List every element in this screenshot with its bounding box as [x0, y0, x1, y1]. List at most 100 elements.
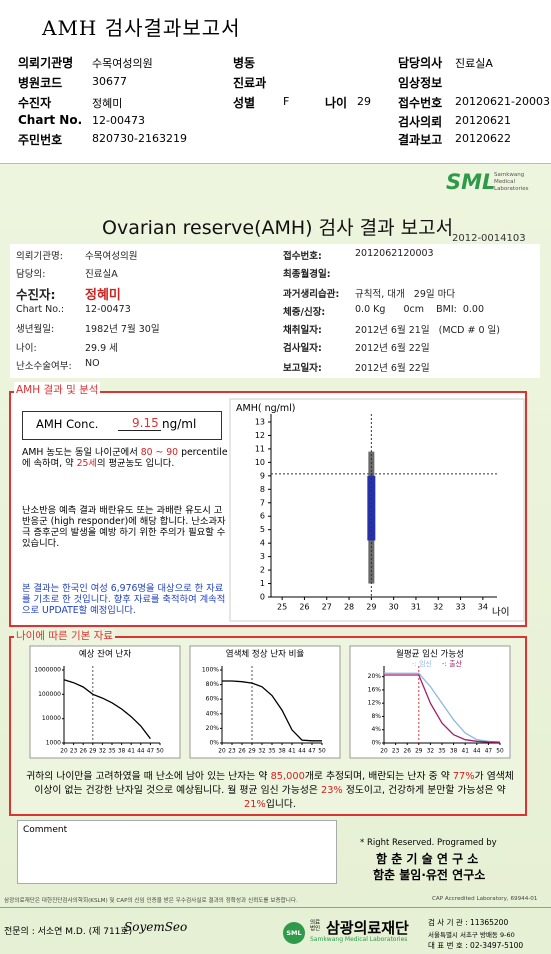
y-tick-label: 2 [260, 566, 265, 575]
field-value: 2012년 6월 22일 [355, 343, 430, 354]
field-label: 의뢰기관명: [16, 251, 63, 262]
field-label: 담당의: [16, 269, 46, 280]
y-axis-label: AMH( ng/ml) [236, 403, 296, 414]
field-value: 2012년 6월 22일 [355, 363, 430, 374]
chart-frame [29, 645, 181, 759]
field-label: 체중/신장: [283, 307, 326, 318]
series-line [384, 674, 501, 743]
y-tick-label: 10000 [42, 715, 61, 722]
paragraph: AMH 농도는 동일 나이군에서 80 ~ 90 percentile에 속하며… [22, 447, 230, 469]
text-run: 의 평균농도 입니다. [96, 458, 175, 469]
legend-entry: -: 출산 [442, 659, 463, 668]
x-tick-label: 35 [108, 749, 116, 755]
y-tick-label: 11 [255, 444, 265, 453]
field-value: 20120621-20003 [455, 95, 550, 108]
field-value: 30677 [92, 75, 127, 88]
y-tick-label: 1 [260, 579, 265, 588]
x-tick-label: 30 [389, 603, 399, 612]
chart-title: 염색체 정상 난자 비율 [226, 649, 305, 660]
field-value: 12-00473 [92, 114, 145, 127]
field-value: 820730-2163219 [92, 132, 187, 145]
series-line [63, 679, 151, 740]
field-label: 채취일자: [283, 325, 322, 336]
x-tick-label: 44 [473, 749, 481, 755]
text-run: percentile에 속하며, 약 [22, 447, 228, 469]
field-label: 병원코드 [18, 76, 63, 90]
field-value: 수목여성의원 [85, 251, 138, 262]
field-value: 12-00473 [85, 304, 131, 315]
y-tick-label: 12% [368, 700, 382, 707]
text-run: 입니다. [265, 799, 296, 810]
x-tick-label: 26 [299, 603, 309, 612]
report-title: Ovarian reserve(AMH) 검사 결과 보고서 [102, 217, 454, 239]
x-tick-label: 26 [404, 749, 412, 755]
summary: 귀하의 나이만을 고려하였을 때 난소에 남아 있는 난자는 약 85,000개… [22, 770, 518, 812]
field-label: 수진자: [16, 287, 56, 302]
y-tick-label: 0 [260, 593, 265, 602]
x-tick-label: 28 [344, 603, 354, 612]
x-tick-label: 38 [450, 749, 458, 755]
x-tick-label: 25 [277, 603, 287, 612]
y-tick-label: 13 [255, 418, 265, 427]
x-tick-label: 26 [80, 749, 88, 755]
signature: SoyemSeo [124, 920, 188, 934]
text-run: 85,000 [270, 771, 305, 782]
x-tick-label: 50 [156, 749, 164, 755]
x-tick-label: 23 [70, 749, 78, 755]
y-tick-label: 100000 [38, 691, 61, 698]
x-tick-label: 47 [485, 749, 493, 755]
chart-frame [189, 645, 341, 759]
y-tick-label: 8% [371, 713, 381, 720]
field-value: 20120622 [455, 132, 511, 145]
org-logo: SML [283, 922, 305, 944]
x-tick-label: 27 [322, 603, 332, 612]
y-tick-label: 4 [260, 539, 265, 548]
legend-entry: -: 임신 [412, 659, 432, 668]
footer-notice: 삼광의료재단은 대한진단검사의학회(KSLM) 및 CAP의 신임 인증을 받은… [4, 898, 298, 904]
field-label: 의뢰기관명 [18, 56, 74, 70]
field-label: 나이: [16, 343, 37, 354]
field-label: 수진자 [18, 96, 52, 110]
paragraph: 난소반응 예측 결과 배란유도 또는 과배란 유도시 고반응군 (high re… [22, 505, 230, 549]
field-label: 결과보고 [398, 133, 443, 147]
x-tick-label: 26 [238, 749, 246, 755]
y-tick-label: 20% [368, 673, 382, 680]
info-panel [10, 244, 540, 378]
text-run: 77% [452, 771, 475, 782]
conc-unit: ng/ml [162, 417, 197, 431]
text-run: 80 ~ 90 [140, 447, 179, 458]
field-value: F [283, 95, 290, 108]
header-title: AMH 검사결과보고서 [42, 16, 241, 40]
field-label: 접수번호 [398, 96, 443, 110]
y-tick-label: 100% [202, 667, 219, 674]
section-title: AMH 결과 및 분석 [14, 382, 101, 397]
x-tick-label: 29 [248, 749, 256, 755]
x-tick-label: 20 [380, 749, 388, 755]
y-tick-label: 60% [206, 696, 220, 703]
x-tick-label: 44 [137, 749, 145, 755]
doctor: 전문의 : 서소연 M.D. (제 711호) [4, 927, 133, 937]
footer-divider [0, 907, 551, 908]
x-tick-label: 31 [411, 603, 421, 612]
field-label: 과거생리습관: [283, 289, 340, 300]
field-value: 정혜미 [92, 97, 123, 110]
text-run: 21% [244, 799, 266, 810]
x-tick-label: 41 [288, 749, 296, 755]
x-axis-label: 나이 [492, 607, 510, 618]
section-title: 나이에 따른 기본 자료 [14, 628, 115, 643]
x-tick-label: 41 [128, 749, 136, 755]
y-tick-label: 7 [260, 498, 265, 507]
y-tick-label: 3 [260, 552, 265, 561]
field-value: 규칙적, 대개 29일 마다 [355, 289, 456, 300]
text-run: 개로 추정되며, 배란되는 난자 중 약 [304, 771, 453, 782]
field-label: 검사일자: [283, 343, 322, 354]
field-label: Chart No.: [16, 304, 65, 315]
comment-label: Comment [23, 825, 68, 835]
text-run: 난소반응 예측 결과 배란유도 또는 과배란 유도시 고반응군 (high re… [22, 505, 226, 549]
paragraph: 본 결과는 한국인 여성 6,976명을 대상으로 한 자료를 기초로 한 것입… [22, 583, 230, 616]
field-value: 진료실A [455, 57, 493, 70]
x-tick-label: 32 [427, 749, 435, 755]
y-tick-label: 10 [255, 458, 265, 467]
x-tick-label: 50 [496, 749, 504, 755]
field-value: 2012062120003 [355, 248, 434, 259]
